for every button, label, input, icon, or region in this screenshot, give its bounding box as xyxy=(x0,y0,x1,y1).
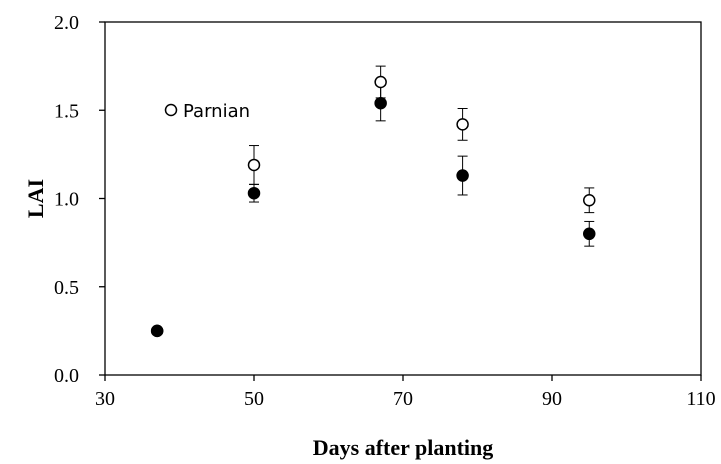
legend-label-parnian: Parnian xyxy=(183,101,250,122)
y-axis-title: LAI xyxy=(23,179,48,218)
point-open xyxy=(247,158,261,172)
axis-tick-labels: 30 50 70 90 110 0.0 0.5 1.0 1.5 2.0 xyxy=(54,12,716,410)
x-tick-label: 70 xyxy=(393,388,413,410)
point-filled xyxy=(374,96,387,110)
point-filled xyxy=(456,169,469,182)
x-tick-label: 110 xyxy=(686,388,715,410)
error-bars xyxy=(249,65,595,247)
data-points xyxy=(150,75,596,338)
point-open xyxy=(583,194,596,207)
legend-marker-parnian xyxy=(164,103,178,117)
x-tick-label: 30 xyxy=(95,388,115,410)
x-tick-label: 90 xyxy=(542,388,562,410)
point-filled xyxy=(150,324,164,338)
point-filled xyxy=(247,186,261,200)
y-tick-label: 0.5 xyxy=(54,277,79,299)
point-filled xyxy=(583,227,596,241)
axis-ticks xyxy=(99,21,702,381)
y-tick-label: 0.0 xyxy=(54,365,79,387)
y-tick-label: 1.0 xyxy=(54,189,79,211)
y-tick-label: 2.0 xyxy=(54,12,79,34)
point-open xyxy=(374,75,387,89)
y-tick-label: 1.5 xyxy=(54,100,79,122)
x-tick-label: 50 xyxy=(244,388,264,410)
point-open xyxy=(456,118,469,131)
x-axis-title: Days after planting xyxy=(313,435,494,460)
legend: Parnian xyxy=(164,101,250,122)
plot-frame xyxy=(104,21,702,376)
